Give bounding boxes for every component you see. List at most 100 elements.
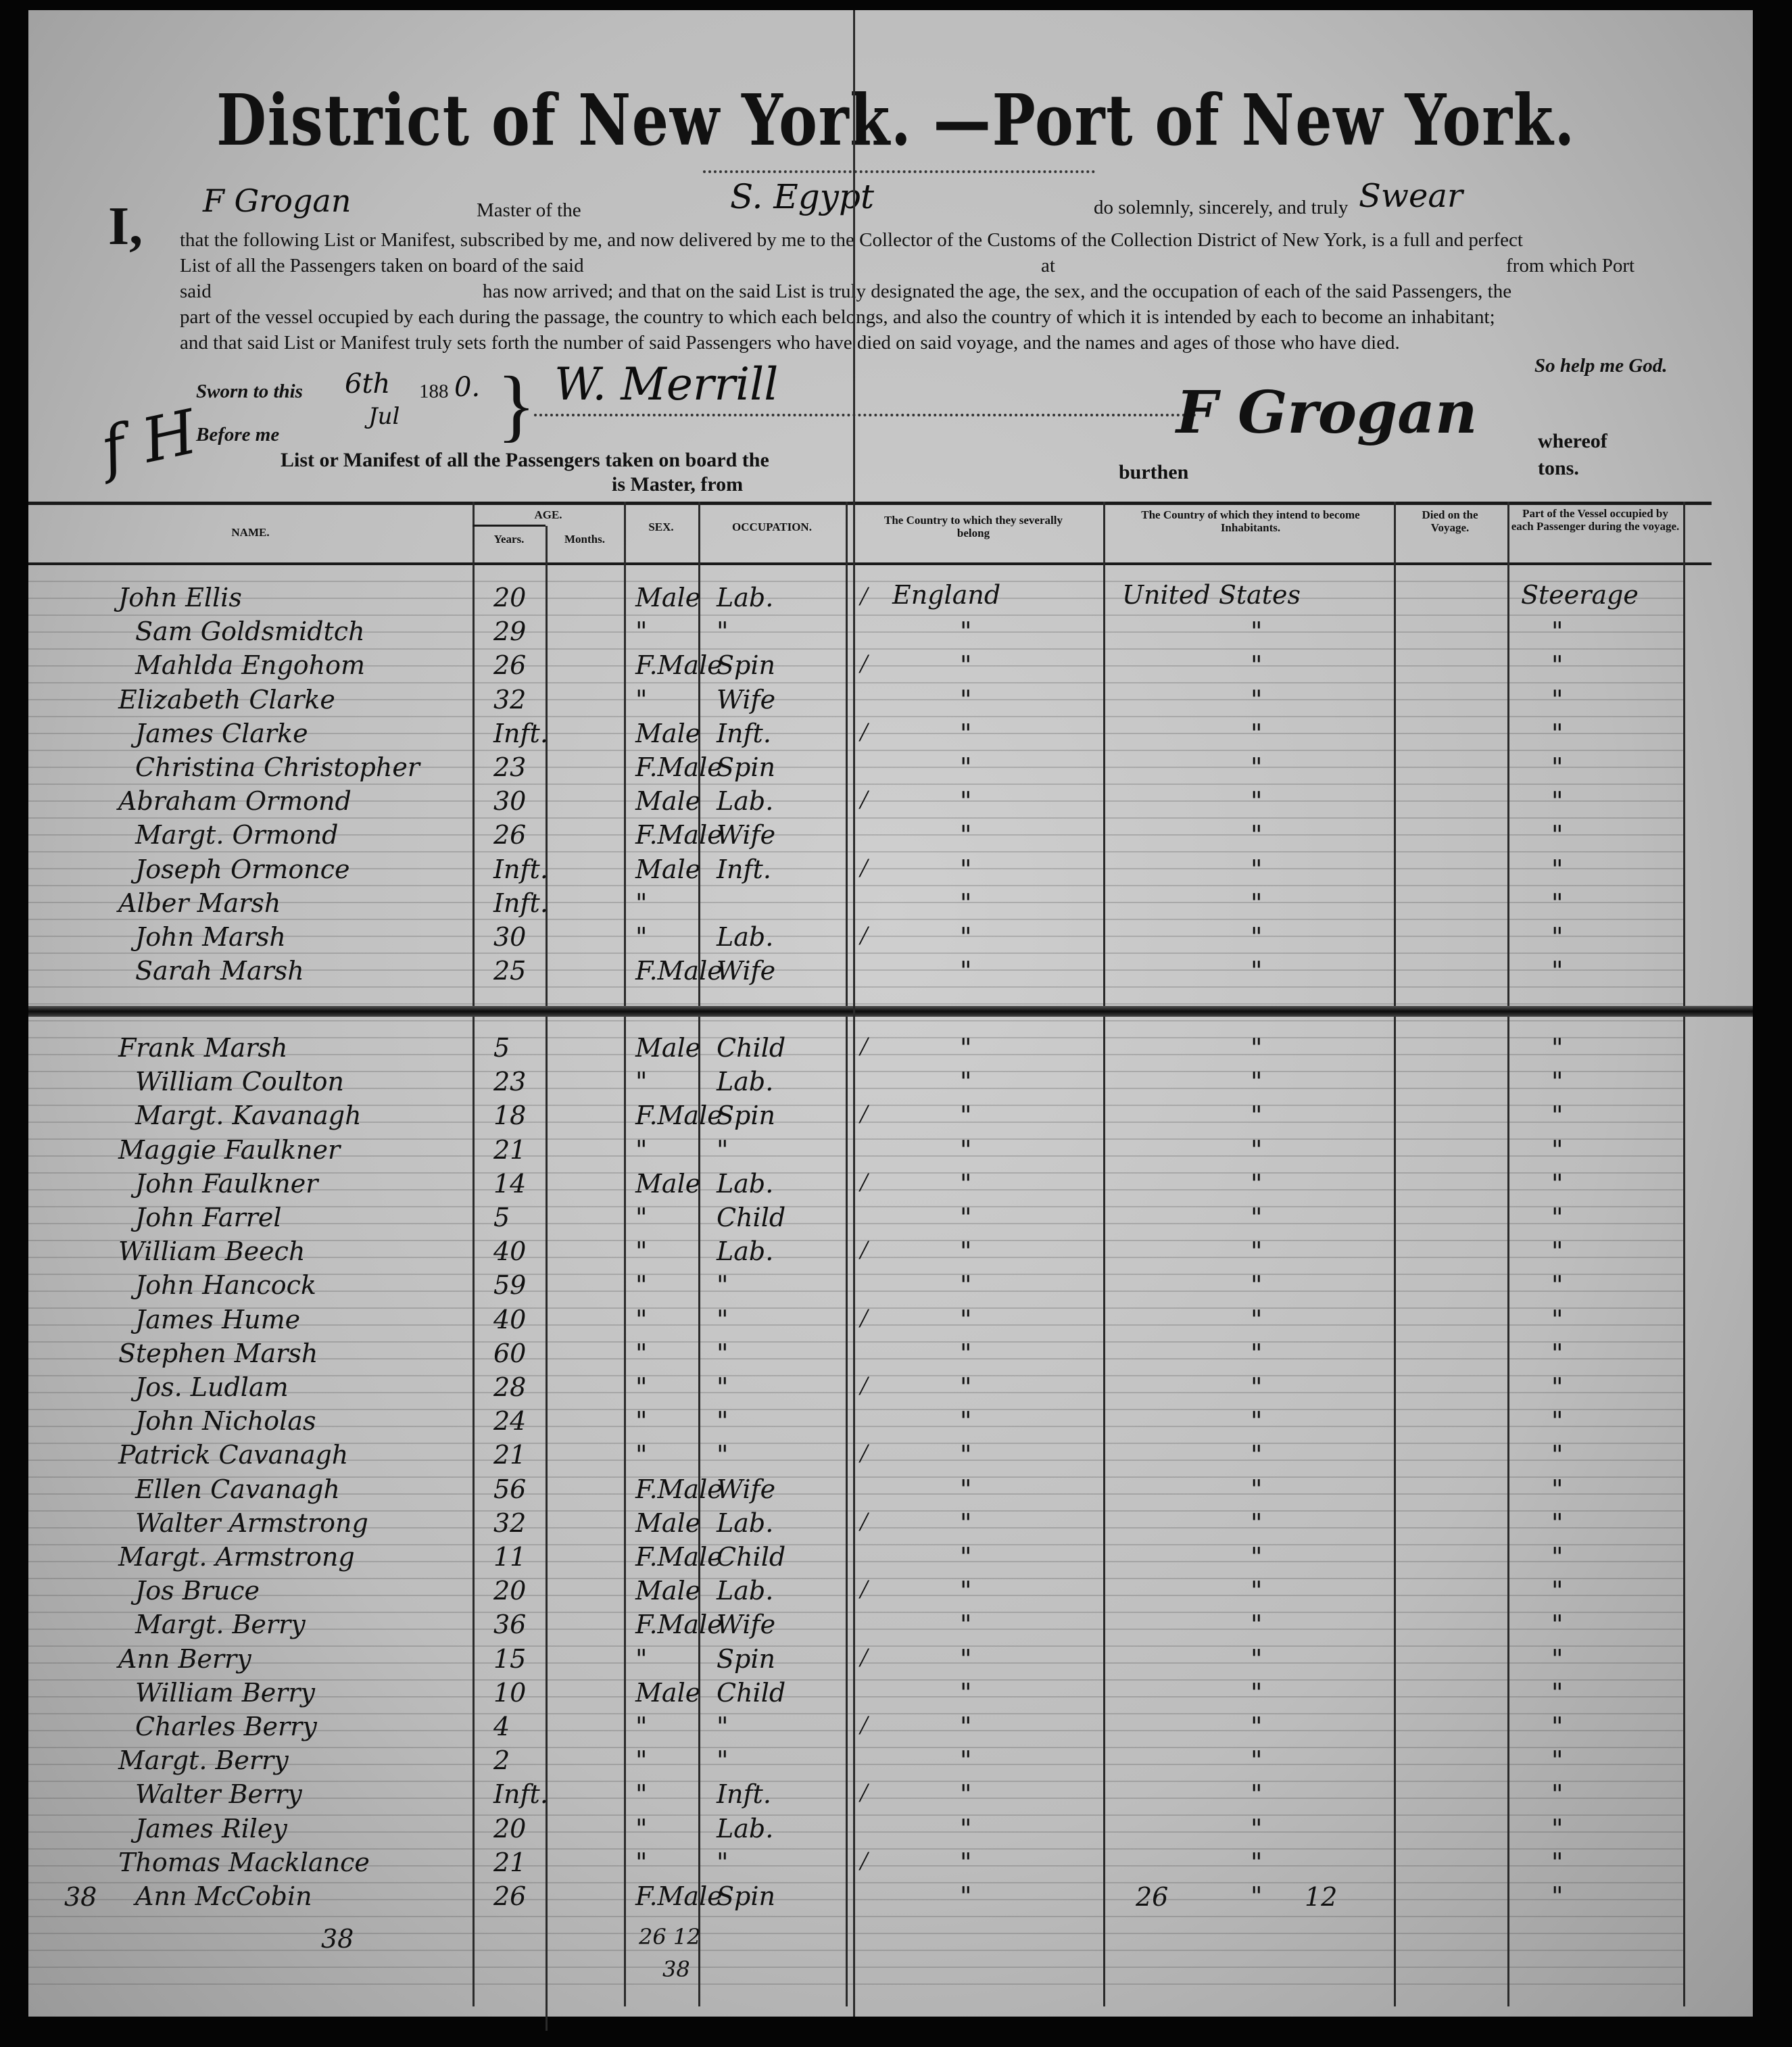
passenger-name: Thomas Macklance <box>118 1847 370 1877</box>
header-bottom-border <box>28 562 1712 565</box>
passenger-age: Inft. <box>493 1779 548 1810</box>
passenger-age: Inft. <box>493 888 548 918</box>
passenger-sex: " <box>635 1338 648 1368</box>
passenger-occupation: " <box>717 1406 729 1437</box>
passenger-name: Jos Bruce <box>135 1576 260 1606</box>
passenger-sex: Male <box>635 583 701 612</box>
part-vessel-ditto: " <box>1551 1847 1564 1877</box>
country-belong-ditto: " <box>960 1474 972 1504</box>
column-divider <box>846 502 848 2006</box>
country-inhabit-ditto: " <box>1251 1033 1263 1063</box>
passenger-name: Sam Goldsmidtch <box>135 617 365 647</box>
country-inhabit-ditto: " <box>1251 752 1263 782</box>
country-inhabit-ditto: " <box>1251 1779 1263 1810</box>
passenger-occupation: Inft. <box>717 1779 771 1810</box>
passenger-age: 36 <box>493 1610 527 1640</box>
country-belong-ditto: " <box>960 1542 972 1572</box>
passenger-sex: " <box>635 1847 648 1877</box>
passenger-age: 20 <box>493 1813 527 1844</box>
passenger-occupation: Wife <box>717 1474 776 1504</box>
passenger-occupation: Inft. <box>717 854 771 884</box>
check-mark: / <box>860 1845 868 1876</box>
passenger-name: Ann McCobin <box>135 1881 312 1911</box>
country-belong-ditto: " <box>960 1779 972 1810</box>
country-belong-ditto: " <box>960 1067 972 1097</box>
passenger-name: Walter Berry <box>135 1779 302 1810</box>
passenger-name: William Beech <box>118 1236 306 1267</box>
passenger-name: John Hancock <box>135 1270 316 1301</box>
country-inhabit-ditto: " <box>1251 1576 1263 1606</box>
header-country-inhabit: The Country of which they intend to beco… <box>1141 508 1360 534</box>
country-inhabit-ditto: " <box>1251 1067 1263 1097</box>
part-vessel-ditto: " <box>1551 1236 1564 1267</box>
part-vessel-ditto: " <box>1551 1101 1564 1131</box>
passenger-sex: Male <box>635 1508 701 1538</box>
check-mark: / <box>860 1438 868 1469</box>
passenger-sex: " <box>635 1270 648 1301</box>
passenger-name: William Coulton <box>135 1067 344 1097</box>
is-master-from-label: is Master, from <box>612 473 744 496</box>
passenger-age: 15 <box>493 1643 527 1674</box>
country-belong-ditto: " <box>960 786 972 817</box>
passenger-age: 11 <box>493 1542 527 1572</box>
header-years: Years. <box>493 533 525 546</box>
check-mark: / <box>860 1031 868 1061</box>
tons-label: tons. <box>1538 457 1579 479</box>
part-vessel-ditto: " <box>1551 1643 1564 1674</box>
country-belong-ditto: " <box>960 1406 972 1437</box>
passenger-occupation: " <box>717 1304 729 1334</box>
oath-line-2: that the following List or Manifest, sub… <box>180 229 1523 251</box>
sworn-year-prefix: 188 <box>419 381 449 402</box>
country-belong-ditto: " <box>960 1712 972 1741</box>
ruled-lines <box>28 565 1685 1998</box>
passenger-sex: F.Male <box>635 752 723 782</box>
passenger-sex: Male <box>635 718 701 748</box>
passenger-name: Charles Berry <box>135 1712 317 1741</box>
inhabit-col-left-count: 26 <box>1136 1882 1169 1912</box>
passenger-name: Elizabeth Clarke <box>118 684 335 715</box>
country-inhabit-ditto: " <box>1251 1813 1263 1844</box>
part-vessel-ditto: " <box>1551 1881 1564 1911</box>
passenger-age: 60 <box>493 1338 527 1368</box>
passenger-name: John Nicholas <box>135 1406 316 1437</box>
column-divider <box>546 526 548 2031</box>
passenger-occupation: Wife <box>717 1610 776 1640</box>
country-inhabit-ditto: " <box>1251 1712 1263 1741</box>
passenger-age: 30 <box>493 922 527 952</box>
passenger-sex: " <box>635 684 648 715</box>
passenger-age: 56 <box>493 1474 527 1504</box>
check-mark: / <box>860 1234 868 1266</box>
check-mark: / <box>860 1710 868 1740</box>
master-of-the-label: Master of the <box>477 199 581 221</box>
passenger-occupation: Lab. <box>717 1168 774 1199</box>
part-vessel-ditto: " <box>1551 922 1564 952</box>
passenger-occupation: Lab. <box>717 1813 774 1844</box>
country-belong-ditto: " <box>960 617 972 647</box>
country-belong-ditto: " <box>960 1304 972 1334</box>
passenger-occupation: Spin <box>717 1101 775 1131</box>
passenger-name: Ann Berry <box>118 1643 251 1674</box>
part-vessel-ditto: " <box>1551 1168 1564 1199</box>
passenger-sex: F.Male <box>635 650 723 681</box>
swear-handwritten: Swear <box>1359 177 1463 215</box>
passenger-age: 4 <box>493 1712 510 1741</box>
before-me-label: Before me <box>196 424 280 445</box>
country-belong-ditto: " <box>960 820 972 850</box>
column-divider <box>1394 502 1396 2006</box>
vessel-handwritten: S. Egypt <box>730 177 875 216</box>
header-sex: SEX. <box>648 521 674 533</box>
part-vessel-ditto: " <box>1551 752 1564 782</box>
part-vessel-ditto: " <box>1551 820 1564 850</box>
check-mark: / <box>860 1777 868 1808</box>
country-inhabit-ditto: " <box>1251 854 1263 884</box>
passenger-age: 23 <box>493 1067 527 1097</box>
passenger-sex: F.Male <box>635 956 723 986</box>
passenger-age: 24 <box>493 1406 527 1437</box>
passenger-age: 32 <box>493 684 527 715</box>
passenger-sex: F.Male <box>635 1542 723 1572</box>
header-part-vessel: Part of the Vessel occupied by each Pass… <box>1511 507 1680 533</box>
part-vessel: Steerage <box>1521 580 1639 610</box>
passenger-sex: " <box>635 1440 648 1470</box>
country-belong-ditto: " <box>960 684 972 715</box>
sworn-label: Sworn to this <box>196 381 303 402</box>
